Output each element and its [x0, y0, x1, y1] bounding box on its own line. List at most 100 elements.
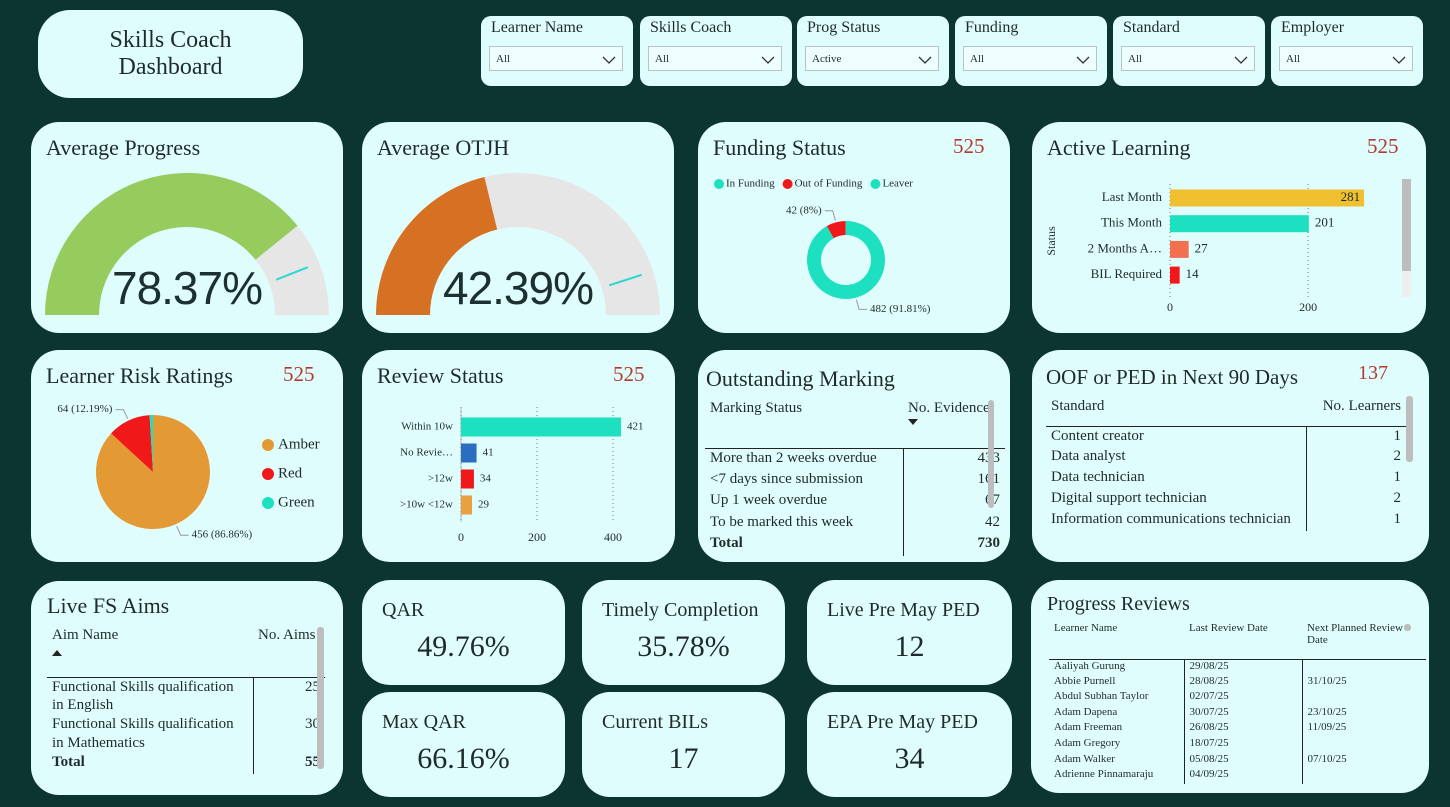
chart: Review Status 525 0 200 400 Within 10w 421 No R…: [377, 362, 645, 544]
header-row: Learner Name Last Review Date Next Planned…: [1049, 622, 1426, 660]
filter: Funding All: [955, 16, 1107, 86]
bar: [1170, 240, 1189, 258]
legend-marker: [870, 179, 881, 189]
table-cell: Content creator: [1051, 427, 1144, 444]
data-label: 29: [478, 499, 490, 511]
legend-label: Green: [278, 494, 315, 510]
chart-card: Review Status 525 0 200 400 Within 10w 421 No R…: [362, 350, 675, 562]
filter-dropdown[interactable]: All: [648, 46, 782, 71]
table-row: <7 days since submission161: [705, 469, 1005, 491]
chart: Learner Risk Ratings 525 456 (86.86%) 64 (1…: [46, 362, 320, 541]
table-row: Adrienne Pinnamaraju 04/09/25: [1049, 768, 1426, 784]
x-tick-label: 0: [458, 530, 464, 544]
kpi-value: 12: [894, 630, 925, 663]
table-cell: 05/08/25: [1183, 752, 1302, 769]
chevron: [761, 56, 775, 64]
table-cell: 28/08/25: [1183, 674, 1302, 691]
filter-dropdown[interactable]: All: [489, 46, 623, 71]
filter-dropdown[interactable]: All: [1279, 46, 1413, 71]
scrollbar: [1406, 396, 1413, 462]
table-row: To be marked this week 42: [705, 512, 1005, 534]
kpi-card: Max QAR 66.16%: [362, 692, 565, 797]
table-cell: 1: [1305, 468, 1406, 489]
table-cell: 31/10/25: [1301, 674, 1426, 691]
bar: [461, 495, 473, 515]
table-cell: 2: [1305, 447, 1406, 468]
kpi-card: EPA Pre May PED 34: [807, 692, 1012, 797]
table-card: OOF or PED in Next 90 Days 137 Standard No.…: [1032, 350, 1429, 562]
table-row: Abdul Subhan Taylor 02/07/25: [1049, 690, 1426, 706]
filter-dropdown[interactable]: Active: [805, 46, 939, 71]
chevron: [1234, 56, 1248, 64]
filter: Standard All: [1113, 16, 1265, 86]
filter-value: All: [1286, 52, 1301, 65]
table-row: More than 2 weeks overdue433: [705, 448, 1005, 470]
data-label: 27: [1195, 240, 1209, 255]
column-header: Marking Status: [705, 400, 903, 449]
data-table: Learner Name Last Review Date Next Planned…: [1049, 622, 1426, 784]
kpi-value: 17: [668, 742, 699, 775]
filter-value: All: [970, 52, 985, 65]
table-row: Adam Freeman 26/08/25 11/09/25: [1049, 721, 1426, 737]
chevron: [1392, 56, 1406, 64]
table-cell: 1: [1305, 426, 1406, 447]
kpi-value: 66.16%: [417, 742, 510, 775]
filter-dropdown[interactable]: All: [1121, 46, 1255, 71]
filter-dropdown[interactable]: All: [963, 46, 1097, 71]
kpi-label: EPA Pre May PED: [827, 711, 978, 733]
data-label: 42 (8%): [786, 204, 822, 216]
kpi-value: 49.76%: [417, 630, 510, 663]
chart-count: 525: [283, 362, 315, 386]
chart-title: Average OTJH: [377, 135, 509, 160]
filter-value: All: [655, 52, 670, 65]
category-label: Last Month: [1102, 189, 1163, 204]
leader-line: [115, 409, 129, 419]
table-cell: Abdul Subhan Taylor: [1054, 690, 1149, 703]
chevron: [918, 56, 932, 64]
table-cell: Total: [710, 535, 743, 551]
scrollbar: [988, 400, 994, 508]
kpi-label: Timely Completion: [602, 599, 759, 621]
table-cell: Abbie Purnell: [1054, 674, 1116, 687]
table-cell: 18/07/25: [1183, 736, 1302, 753]
filter-label: Skills Coach: [650, 19, 732, 36]
table-row: Content creator 1: [1046, 426, 1406, 447]
table-cell: Data analyst: [1051, 448, 1126, 464]
legend-marker: [782, 179, 793, 189]
kpi-label: Current BILs: [602, 711, 709, 733]
card-title: Progress Reviews: [1047, 593, 1190, 615]
data-label: 281: [1341, 189, 1361, 204]
category-label: This Month: [1101, 215, 1163, 230]
chevron: [602, 56, 616, 64]
filter-label: Learner Name: [491, 19, 583, 36]
column-header: No. Aims: [253, 627, 325, 678]
table-row: Adam Gregory 18/07/25: [1049, 736, 1426, 753]
data-table: Aim Name No. Aims Functional Skills qualif…: [47, 627, 325, 774]
table-card: Outstanding Marking Marking Status No. Evi…: [698, 350, 1010, 562]
table-cell: Adrienne Pinnamaraju: [1054, 768, 1154, 781]
legend-label: In Funding: [726, 178, 775, 190]
table-cell: Digital support technician: [1051, 490, 1207, 506]
chart-title: Review Status: [377, 363, 504, 388]
chart-count: 525: [613, 362, 645, 386]
data-label: 421: [627, 421, 644, 433]
chart: Average OTJH 42.39%: [376, 135, 660, 315]
table-cell: 02/07/25: [1183, 690, 1302, 706]
table-row: Adam Dapena 30/07/25 23/10/25: [1049, 705, 1426, 722]
bar: [1170, 189, 1365, 207]
kpi-value: 34: [894, 742, 925, 775]
chevron-path: [761, 56, 775, 64]
header-row: Marking Status No. Evidence: [705, 400, 1005, 449]
chevron: [1076, 56, 1090, 64]
table-row: Information communications technician 1: [1046, 510, 1406, 531]
column-header: Aim Name: [47, 627, 253, 678]
table-cell: Up 1 week overdue: [710, 492, 828, 508]
chevron-path: [1234, 56, 1248, 64]
filter-label: Funding: [965, 19, 1019, 36]
x-tick-label: 200: [528, 530, 546, 544]
bar: [1170, 266, 1180, 284]
table-cell: Adam Gregory: [1054, 736, 1121, 749]
column-header: Last Review Date: [1184, 622, 1302, 660]
filter-value: Active: [812, 52, 842, 65]
